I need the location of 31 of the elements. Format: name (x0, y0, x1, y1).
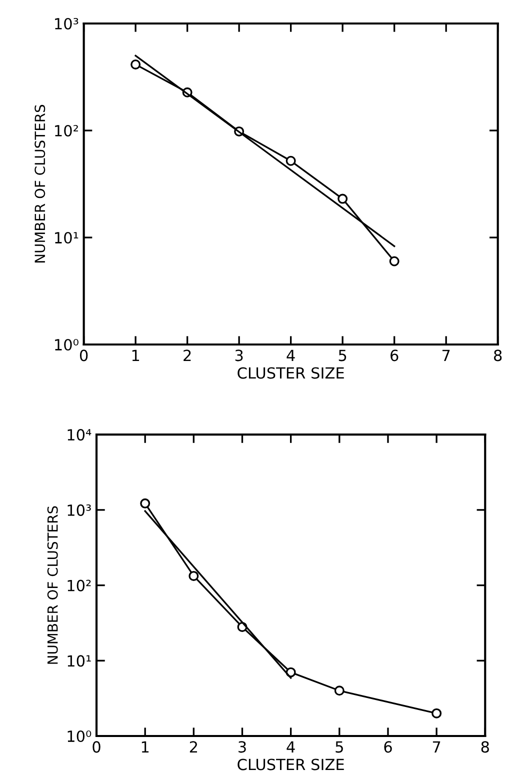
x-tick-label: 8 (494, 350, 502, 362)
x-tick-label: 0 (92, 741, 100, 753)
x-tick-label: 7 (432, 741, 440, 752)
y-tick-label: 10³ (68, 504, 91, 516)
x-tick-label: 2 (190, 741, 198, 752)
x-tick-label: 3 (235, 350, 243, 362)
x-tick-label: 5 (338, 350, 346, 362)
x-tick-label: 7 (442, 350, 450, 361)
x-axis-title: CLUSTER SIZE (238, 367, 344, 379)
x-tick-label: 2 (184, 350, 191, 361)
y-tick-label: 10² (55, 124, 78, 137)
x-tick-label: 5 (336, 741, 343, 753)
x-tick-label: 1 (142, 741, 149, 752)
x-tick-label: 4 (286, 350, 295, 361)
y-axis-title: NUMBER OF CLUSTERS (34, 104, 46, 262)
x-tick-label: 3 (238, 741, 246, 753)
x-axis-title: CLUSTER SIZE (238, 758, 344, 770)
x-tick-label: 6 (390, 350, 398, 362)
y-tick-label: 10² (68, 580, 91, 592)
x-tick-label: 1 (132, 350, 140, 361)
y-tick-label: 10⁰ (68, 730, 92, 742)
x-tick-label: 0 (80, 350, 88, 362)
x-tick-label: 8 (481, 741, 489, 753)
y-tick-label: 10⁰ (55, 338, 78, 351)
y-tick-label: 10³ (55, 18, 78, 30)
y-tick-label: 10¹ (68, 655, 91, 667)
y-tick-label: 10⁴ (68, 429, 92, 441)
x-tick-label: 6 (384, 741, 392, 753)
x-tick-label: 4 (286, 741, 295, 752)
y-axis-title: NUMBER OF CLUSTERS (47, 506, 58, 664)
y-tick-label: 10¹ (55, 232, 78, 244)
